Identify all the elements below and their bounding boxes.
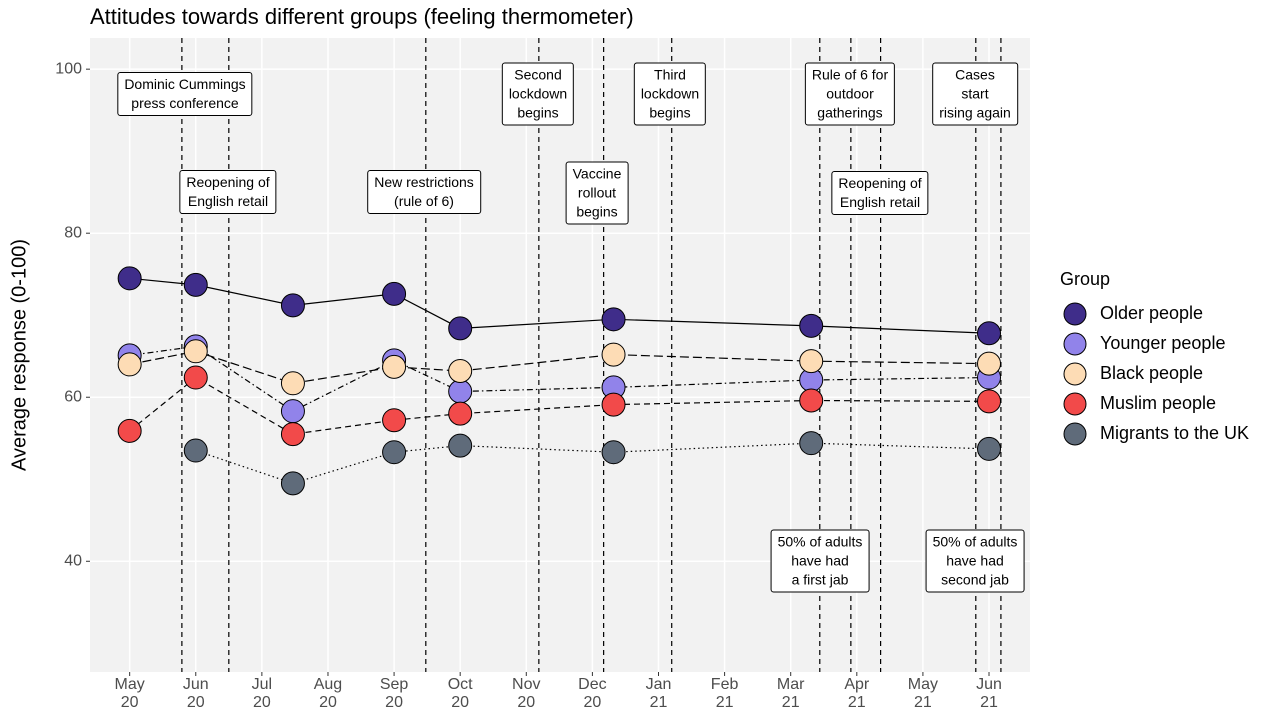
data-point	[117, 418, 142, 443]
annotation: 50% of adults have had second jab	[925, 529, 1025, 593]
y-tick-label: 40	[64, 552, 82, 569]
legend-swatch	[1063, 362, 1087, 386]
data-point	[448, 358, 473, 383]
data-point	[601, 342, 626, 367]
data-point	[601, 307, 626, 332]
y-tick-label: 100	[55, 60, 82, 77]
data-point	[183, 272, 208, 297]
legend-swatch	[1063, 392, 1087, 416]
annotation: Third lockdown begins	[633, 62, 707, 126]
data-point	[280, 293, 305, 318]
data-point	[382, 408, 407, 433]
x-tick-label: Mar 21	[776, 676, 805, 711]
data-point	[448, 401, 473, 426]
x-tick-label: Jul 20	[251, 676, 273, 711]
x-tick-label: Feb 21	[710, 676, 739, 711]
annotation: 50% of adults have had a first jab	[770, 529, 870, 593]
data-point	[382, 281, 407, 306]
x-tick-label: Jun 21	[976, 676, 1002, 711]
x-tick-label: Oct 20	[447, 676, 473, 711]
data-point	[601, 392, 626, 417]
series-line	[129, 350, 990, 384]
legend-swatch	[1063, 422, 1087, 446]
legend-swatch	[1063, 332, 1087, 356]
x-tick-label: Jan 21	[645, 676, 672, 711]
data-point	[280, 471, 305, 496]
annotation: Reopening of English retail	[831, 171, 929, 215]
annotation: Cases start rising again	[932, 62, 1018, 126]
data-point	[799, 349, 824, 374]
data-point	[382, 354, 407, 379]
annotation: Rule of 6 for outdoor gatherings	[804, 62, 896, 126]
legend-label: Migrants to the UK	[1100, 423, 1249, 443]
x-tick-label: Sep 20	[379, 676, 409, 711]
x-tick-label: Jun 20	[182, 676, 209, 711]
data-point	[448, 379, 473, 404]
data-point	[183, 365, 208, 390]
series-line	[129, 277, 990, 334]
y-tick-label: 80	[64, 224, 82, 241]
data-point	[117, 266, 142, 291]
x-tick-label: May 20	[114, 676, 145, 711]
data-point	[799, 313, 824, 338]
data-point	[448, 433, 473, 458]
data-point	[977, 321, 1002, 346]
annotation: Vaccine rollout begins	[565, 161, 629, 225]
data-point	[977, 436, 1002, 461]
y-axis-label: Average response (0-100)	[8, 239, 30, 471]
legend-label: Younger people	[1100, 333, 1225, 353]
y-tick-label: 60	[64, 388, 82, 405]
series-line	[129, 376, 990, 435]
data-point	[601, 440, 626, 465]
annotation: Reopening of English retail	[179, 170, 277, 214]
data-point	[280, 371, 305, 396]
annotation: Second lockdown begins	[501, 62, 575, 126]
data-point	[183, 339, 208, 364]
x-tick-label: Nov 20	[512, 676, 541, 711]
x-tick-label: May 21	[907, 676, 939, 711]
data-point	[183, 438, 208, 463]
annotation: New restrictions (rule of 6)	[367, 170, 481, 214]
chart-title: Attitudes towards different groups (feel…	[90, 4, 634, 29]
data-point	[799, 431, 824, 456]
plot-panel	[90, 38, 1030, 672]
data-point	[117, 352, 142, 377]
x-tick-label: Dec 20	[578, 676, 607, 711]
data-point	[799, 388, 824, 413]
data-point	[382, 440, 407, 465]
legend-label: Black people	[1100, 363, 1203, 383]
data-point	[280, 399, 305, 424]
legend-swatch	[1063, 302, 1087, 326]
x-tick-label: Aug 20	[313, 676, 343, 711]
legend-label: Older people	[1100, 303, 1203, 323]
legend-label: Muslim people	[1100, 393, 1216, 413]
data-point	[977, 389, 1002, 414]
annotation: Dominic Cummings press conference	[117, 72, 253, 116]
x-tick-label: Apr 21	[844, 676, 870, 711]
data-point	[448, 316, 473, 341]
data-point	[280, 422, 305, 447]
data-point	[977, 351, 1002, 376]
legend-title: Group	[1060, 269, 1110, 289]
